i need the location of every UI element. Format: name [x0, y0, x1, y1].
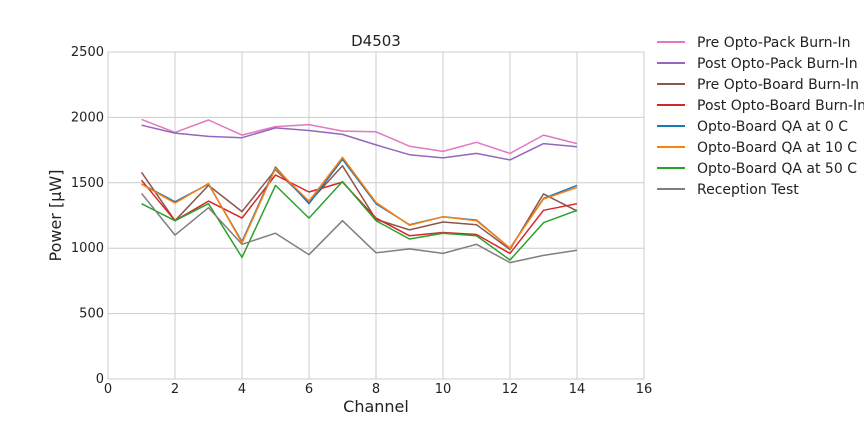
legend-label-1: Pre Opto-Pack Burn-In	[697, 35, 851, 51]
series-line-3	[140, 165, 578, 251]
legend-label-8: Reception Test	[697, 182, 799, 198]
y-tick-label: 1000	[71, 241, 104, 256]
legend-label-3: Pre Opto-Board Burn-In	[697, 77, 859, 93]
series-line-6	[141, 156, 578, 249]
series-line-7	[141, 180, 578, 261]
chart-title: D4503	[351, 32, 401, 50]
y-tick-label: 1500	[71, 176, 104, 191]
legend-label-7: Opto-Board QA at 50 C	[697, 161, 857, 177]
x-tick-label: 10	[435, 382, 452, 397]
legend: Pre Opto-Pack Burn-In Post Opto-Pack Burn…	[657, 35, 864, 198]
x-tick-label: 14	[569, 382, 586, 397]
series-line-2	[141, 124, 578, 161]
y-tick-label: 2500	[71, 45, 104, 60]
x-tick-label: 4	[238, 382, 246, 397]
x-tick-labels: 0 2 4 6 8 10 12 14 16	[104, 382, 652, 397]
series-lines	[140, 118, 578, 264]
x-tick-label: 12	[502, 382, 519, 397]
x-tick-label: 0	[104, 382, 112, 397]
legend-label-5: Opto-Board QA at 0 C	[697, 119, 848, 135]
y-tick-labels: 0 500 1000 1500 2000 2500	[71, 45, 104, 387]
y-tick-label: 0	[96, 372, 104, 387]
y-tick-label: 2000	[71, 110, 104, 125]
legend-label-2: Post Opto-Pack Burn-In	[697, 56, 858, 72]
y-axis-label: Power [μW]	[46, 170, 65, 262]
x-tick-label: 8	[372, 382, 380, 397]
legend-label-6: Opto-Board QA at 10 C	[697, 140, 857, 156]
x-tick-label: 16	[636, 382, 653, 397]
y-tick-label: 500	[79, 307, 104, 322]
plot-frame	[107, 51, 645, 380]
legend-label-4: Post Opto-Board Burn-In	[697, 98, 864, 114]
x-tick-label: 2	[171, 382, 179, 397]
series-line-8	[140, 192, 578, 264]
x-tick-label: 6	[305, 382, 313, 397]
series-line-1	[141, 118, 578, 155]
x-axis-label: Channel	[343, 397, 409, 416]
